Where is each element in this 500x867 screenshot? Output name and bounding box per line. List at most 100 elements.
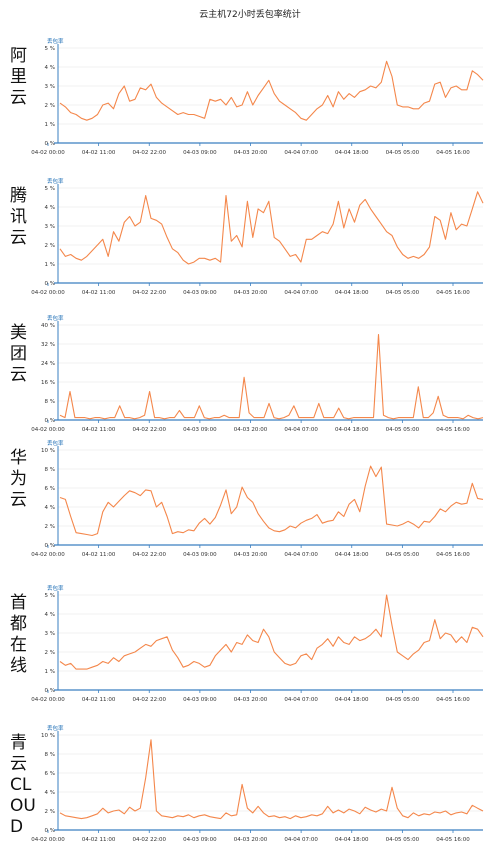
y-tick-label: 0 % [45,543,55,549]
x-tick-label: 04-02 00:00 [31,150,65,156]
x-tick-label: 04-04 18:00 [335,150,369,156]
y-tick-label: 4 % [45,205,55,211]
x-tick-label: 04-05 05:00 [386,150,420,156]
y-tick-label: 0 % [45,418,55,424]
provider-label: 华为云 [10,448,27,510]
y-tick-label: 3 % [45,631,55,637]
x-tick-label: 04-02 22:00 [132,290,166,296]
x-tick-label: 04-05 16:00 [436,427,470,433]
x-tick-label: 04-05 16:00 [436,150,470,156]
y-tick-label: 6 % [45,486,55,492]
x-tick-label: 04-03 09:00 [183,837,217,843]
y-tick-label: 6 % [45,771,55,777]
series-line [59,594,484,670]
y-tick-label: 2 % [45,650,55,656]
x-tick-label: 04-04 07:00 [284,150,318,156]
provider-label: 美团云 [10,323,27,385]
chart-panel: 腾讯云 丢包率 0 % 1 % 2 % 3 % 4 % 5 % 04-02 00:00 04-02… [0,168,500,308]
x-tick-label: 04-05 16:00 [436,697,470,703]
x-tick-label: 04-02 11:00 [82,552,116,558]
x-tick-label: 04-04 18:00 [335,290,369,296]
y-tick-label: 4 % [45,612,55,618]
y-tick-label: 1 % [45,122,55,128]
x-tick-label: 04-03 09:00 [183,290,217,296]
y-tick-label: 1 % [45,669,55,675]
x-tick-label: 04-05 16:00 [436,552,470,558]
chart-panel: 美团云 丢包率 0 % 8 % 16 % 24 % 32 % 40 % 04-02 00:00 0… [0,305,500,445]
x-tick-label: 04-05 16:00 [436,837,470,843]
y-tick-label: 0 % [45,281,55,287]
x-tick-label: 04-04 07:00 [284,290,318,296]
y-tick-label: 1 % [45,262,55,268]
y-tick-label: 2 % [45,103,55,109]
chart-panel: 阿里云 丢包率 0 % 1 % 2 % 3 % 4 % 5 % 04-02 00:00 04-02… [0,28,500,168]
provider-label: 首都在线 [10,593,27,676]
x-tick-label: 04-03 20:00 [234,552,268,558]
series-line [59,60,484,121]
x-tick-label: 04-02 11:00 [82,697,116,703]
y-tick-label: 0 % [45,828,55,834]
y-tick-label: 32 % [41,342,55,348]
y-tick-label: 8 % [45,467,55,473]
x-tick-label: 04-05 05:00 [386,427,420,433]
y-tick-label: 40 % [41,323,55,329]
x-tick-label: 04-04 07:00 [284,837,318,843]
x-tick-label: 04-02 22:00 [132,150,166,156]
x-tick-label: 04-05 05:00 [386,552,420,558]
x-tick-label: 04-05 05:00 [386,837,420,843]
x-tick-label: 04-04 07:00 [284,427,318,433]
y-axis-unit-label: 丢包率 [47,584,64,592]
y-axis-unit-label: 丢包率 [47,724,64,732]
y-tick-label: 4 % [45,65,55,71]
x-tick-label: 04-04 18:00 [335,697,369,703]
series-line [59,191,484,265]
page-title: 云主机72小时丢包率统计 [199,10,301,20]
y-tick-label: 4 % [45,790,55,796]
x-tick-label: 04-04 18:00 [335,427,369,433]
chart-panel: 华为云 丢包率 0 % 2 % 4 % 6 % 8 % 10 % 04-02 00:00 04-0… [0,430,500,570]
x-tick-label: 04-03 09:00 [183,427,217,433]
x-tick-label: 04-04 07:00 [284,697,318,703]
x-tick-label: 04-05 16:00 [436,290,470,296]
series-line [59,465,484,537]
x-tick-label: 04-03 20:00 [234,837,268,843]
x-tick-label: 04-04 18:00 [335,552,369,558]
x-tick-label: 04-04 07:00 [284,552,318,558]
y-axis-unit-label: 丢包率 [47,37,64,45]
series-line [59,739,484,820]
x-tick-label: 04-05 05:00 [386,290,420,296]
x-tick-label: 04-04 18:00 [335,837,369,843]
x-tick-label: 04-03 20:00 [234,150,268,156]
y-tick-label: 16 % [41,380,55,386]
x-tick-label: 04-03 09:00 [183,552,217,558]
line-chart: 丢包率 0 % 2 % 4 % 6 % 8 % 10 % 04-02 00:00 04-02 1… [31,724,484,843]
line-chart: 丢包率 0 % 8 % 16 % 24 % 32 % 40 % 04-02 00:00 04-0… [31,314,484,433]
line-chart: 丢包率 0 % 2 % 4 % 6 % 8 % 10 % 04-02 00:00 04-02 1… [31,439,484,558]
y-tick-label: 0 % [45,688,55,694]
x-tick-label: 04-02 22:00 [132,837,166,843]
line-chart: 丢包率 0 % 1 % 2 % 3 % 4 % 5 % 04-02 00:00 04-02 11… [31,584,484,703]
chart-panel: 首都在线 丢包率 0 % 1 % 2 % 3 % 4 % 5 % 04-02 00:00 04-0… [0,575,500,715]
y-tick-label: 2 % [45,809,55,815]
y-axis-unit-label: 丢包率 [47,177,64,185]
y-tick-label: 8 % [45,399,55,405]
x-tick-label: 04-03 20:00 [234,290,268,296]
y-axis-unit-label: 丢包率 [47,439,64,447]
x-tick-label: 04-02 00:00 [31,697,65,703]
y-tick-label: 5 % [45,186,55,192]
line-chart: 丢包率 0 % 1 % 2 % 3 % 4 % 5 % 04-02 00:00 04-02 11… [31,37,484,156]
x-tick-label: 04-03 09:00 [183,697,217,703]
x-tick-label: 04-02 00:00 [31,427,65,433]
x-tick-label: 04-02 11:00 [82,427,116,433]
y-axis-unit-label: 丢包率 [47,314,64,322]
x-tick-label: 04-02 22:00 [132,697,166,703]
x-tick-label: 04-02 11:00 [82,837,116,843]
x-tick-label: 04-02 22:00 [132,552,166,558]
provider-label: 腾讯云 [10,186,27,248]
y-tick-label: 2 % [45,524,55,530]
y-tick-label: 2 % [45,243,55,249]
provider-label: 阿里云 [10,46,27,108]
x-tick-label: 04-02 22:00 [132,427,166,433]
y-tick-label: 10 % [41,448,55,454]
x-tick-label: 04-02 00:00 [31,837,65,843]
